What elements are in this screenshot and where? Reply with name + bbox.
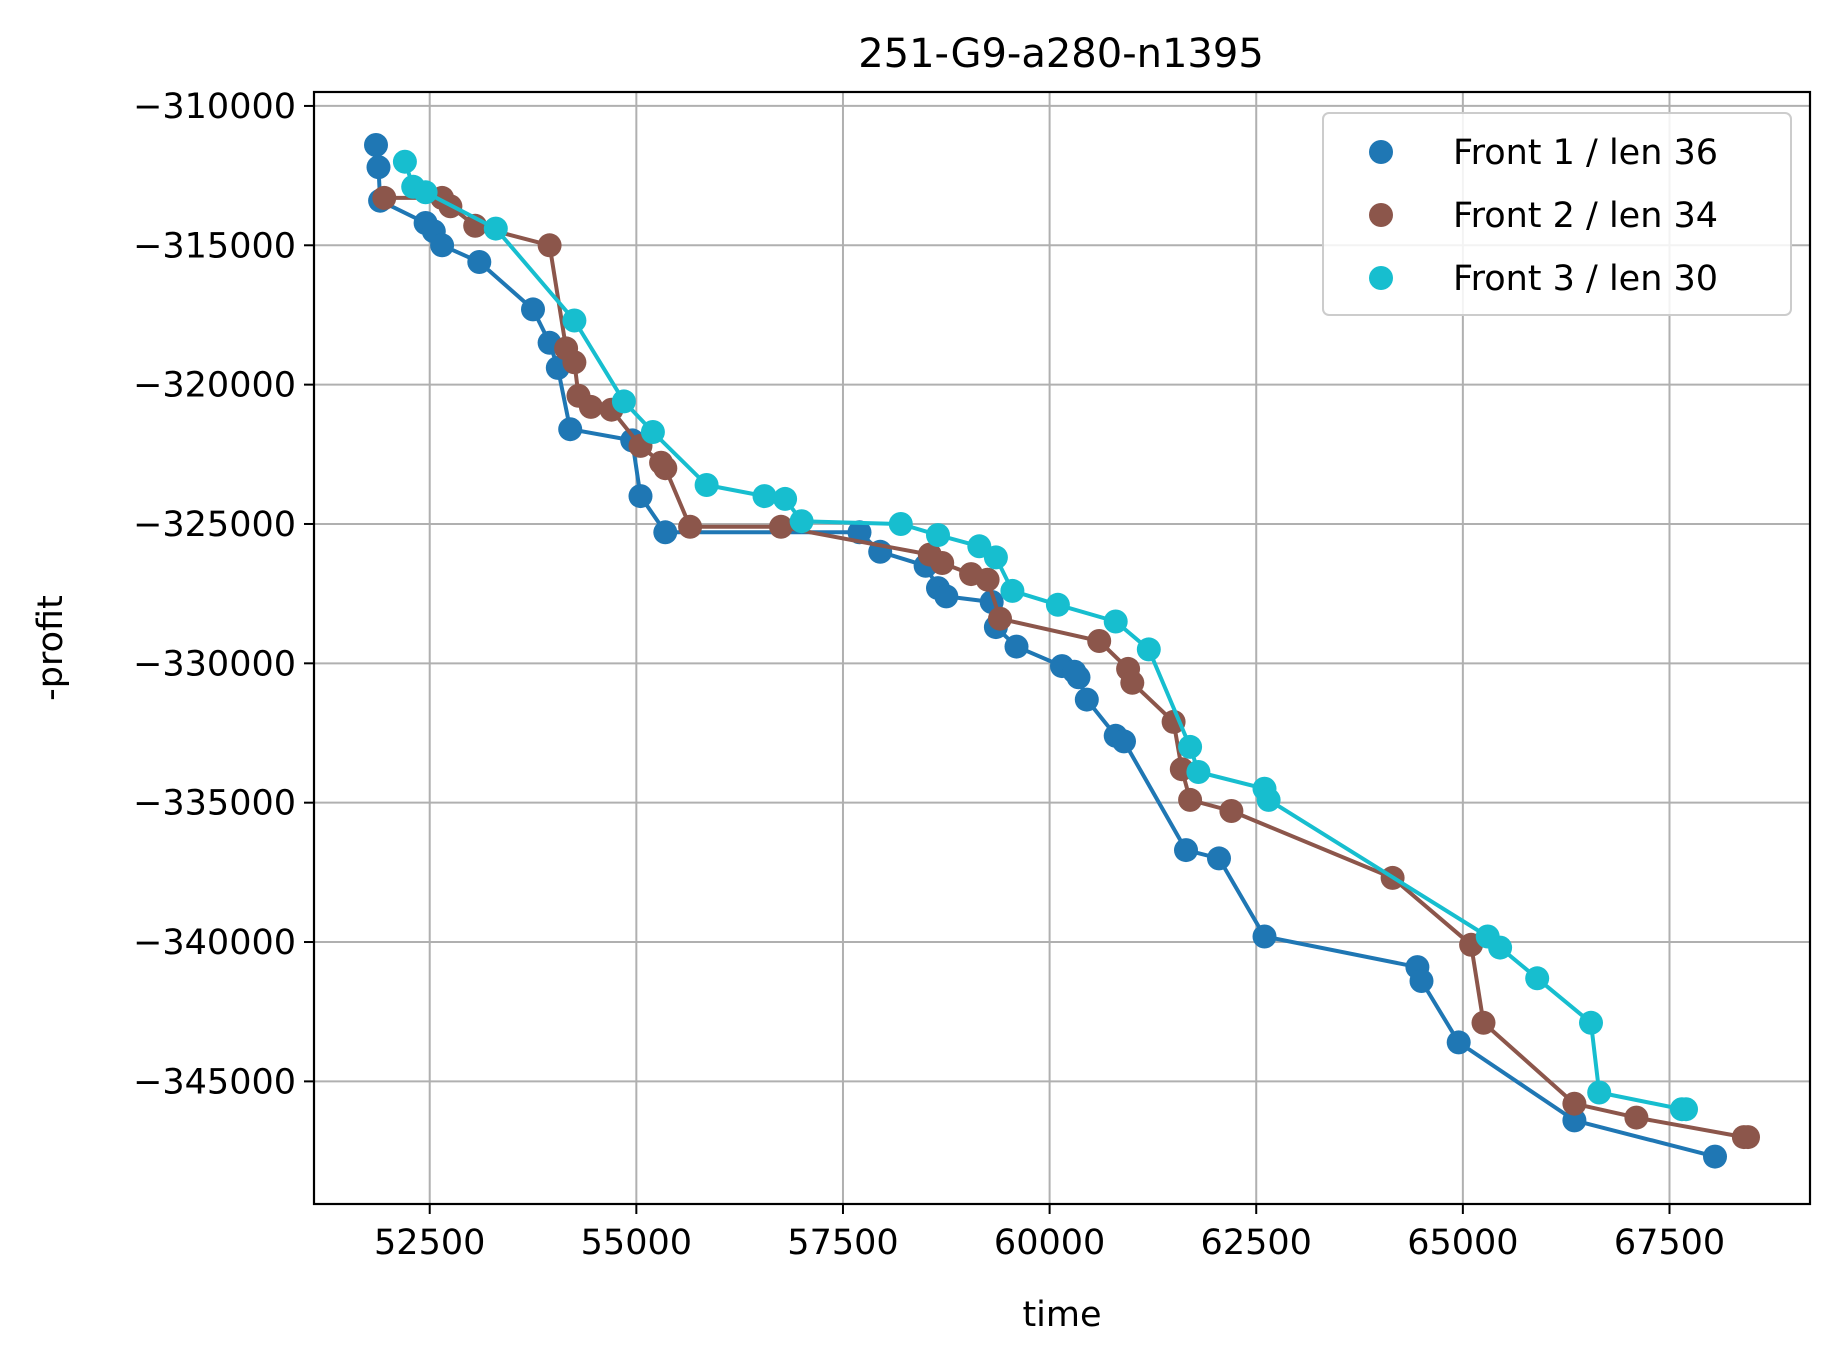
x-tick-label: 60000 [994,1223,1105,1263]
data-point [628,484,653,509]
y-tick-label: −320000 [133,366,296,406]
data-point [1562,1091,1587,1116]
data-point [1174,838,1198,863]
data-point [1045,592,1070,617]
y-tick-label: −310000 [133,87,296,127]
data-point [1471,1010,1496,1035]
data-point [1178,787,1203,812]
data-point [988,606,1012,631]
data-point [521,297,545,322]
data-point [983,545,1008,570]
data-point [1579,1010,1603,1035]
data-point [1219,799,1244,823]
x-tick-label: 65000 [1407,1223,1518,1263]
y-tick-label: −325000 [133,505,296,545]
data-point [1074,687,1099,712]
data-point [1736,1125,1760,1150]
data-point [1674,1097,1698,1122]
legend: Front 1 / len 36 Front 2 / len 34 Front 3 … [1322,112,1792,316]
data-point [1488,935,1513,960]
data-point [1161,709,1186,734]
x-tick-label: 67500 [1614,1223,1725,1263]
data-point [930,551,955,575]
data-point [1000,578,1025,603]
data-point [1103,609,1128,634]
data-point [1409,969,1434,993]
data-point [372,185,397,210]
data-point [847,520,872,545]
legend-marker [1369,140,1393,164]
data-point [1066,665,1091,690]
data-point [752,484,777,509]
chart-title: 251-G9-a280-n1395 [858,31,1264,77]
data-point [1624,1105,1649,1130]
data-point [1562,1108,1587,1133]
data-point [888,512,913,536]
data-point [769,514,793,539]
x-tick-label: 52500 [374,1223,485,1263]
data-point [413,180,438,205]
data-point [934,584,959,609]
data-point [1207,846,1231,871]
data-point [392,149,417,174]
y-tick-label: −345000 [133,1062,296,1102]
data-point [537,233,562,258]
data-point [578,394,603,419]
data-point [975,567,1000,592]
data-point [364,133,388,157]
data-point [1178,734,1203,759]
y-tick-label: −315000 [133,226,296,266]
data-point [653,456,678,481]
legend-label: Front 1 / len 36 [1453,133,1718,173]
x-tick-label: 62500 [1201,1223,1312,1263]
y-tick-label: −330000 [133,644,296,684]
legend-label: Front 3 / len 30 [1453,259,1718,299]
axis-ticks: 52500 55000 57500 60000 62500 65000 67500 −3100… [133,87,1725,1263]
legend-label: Front 2 / len 34 [1453,196,1718,236]
data-point [678,514,703,539]
data-point [694,473,719,497]
data-point [1256,787,1281,812]
x-axis-label: time [1022,1295,1101,1335]
legend-marker [1369,203,1393,227]
data-point [562,350,587,375]
y-axis-label: -profit [31,595,71,701]
data-point [773,486,798,511]
legend-marker [1369,266,1393,290]
data-point [1186,760,1211,784]
data-point [558,417,583,442]
y-tick-label: −340000 [133,923,296,963]
data-point [483,216,508,241]
data-point [1252,924,1277,949]
x-tick-label: 55000 [581,1223,692,1263]
data-point [366,155,391,180]
data-point [926,523,950,548]
grid-lines [314,92,1810,1204]
data-point [562,308,587,333]
data-point [1120,670,1145,695]
series-layer [364,133,1760,1169]
data-point [1525,966,1550,991]
data-point [1587,1080,1612,1105]
legend-box [1322,112,1792,316]
y-tick-label: −335000 [133,784,296,824]
data-point [653,520,678,545]
data-point [1087,629,1112,653]
data-point [1004,634,1029,659]
data-point [640,420,665,444]
data-point [611,389,636,414]
data-point [1136,637,1161,662]
x-tick-label: 57500 [787,1223,898,1263]
data-point [430,233,455,258]
series-3 [392,149,1698,1122]
data-point [467,250,492,274]
data-point [1112,729,1136,754]
plot-frame [312,90,1812,1206]
data-point [1703,1144,1727,1169]
data-point [789,509,814,534]
data-point [1446,1030,1471,1055]
